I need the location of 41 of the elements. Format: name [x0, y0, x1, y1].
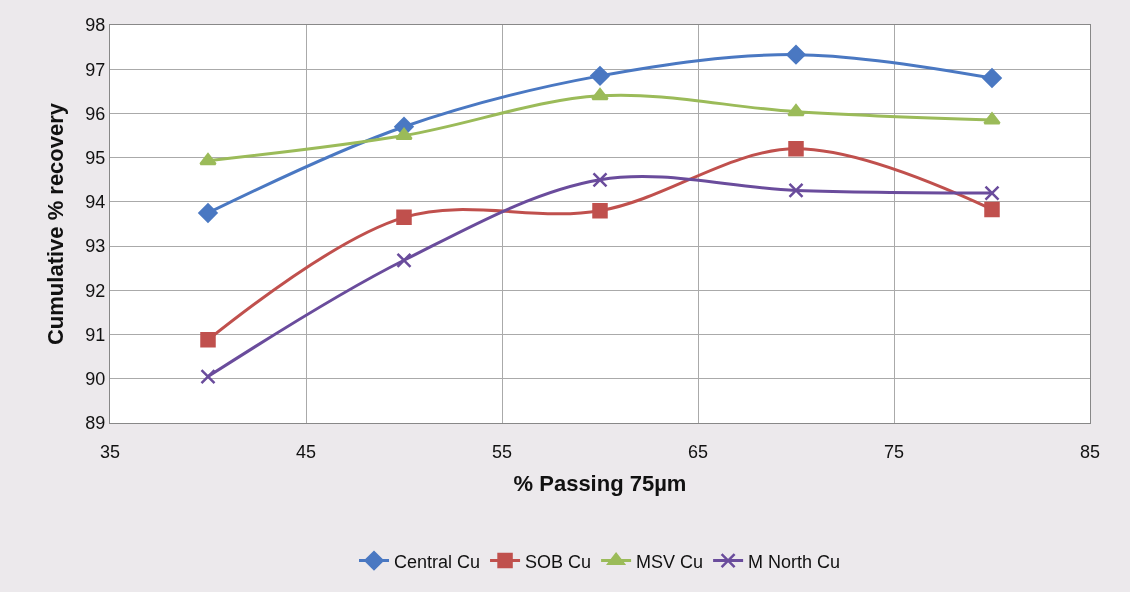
point — [592, 202, 608, 219]
y-tick-label: 90 — [85, 369, 106, 390]
y-tick-label: 95 — [85, 147, 106, 168]
point — [200, 368, 216, 385]
point — [590, 66, 610, 86]
legend-label: SOB Cu — [525, 551, 592, 572]
y-tick-label: 97 — [85, 59, 106, 80]
x-tick-label: 55 — [491, 441, 513, 462]
point — [200, 332, 216, 348]
point — [788, 141, 804, 157]
point — [787, 103, 805, 117]
point — [591, 88, 609, 101]
x-tick-label: 85 — [1079, 441, 1101, 462]
point — [198, 203, 218, 223]
y-tick-label: 98 — [85, 15, 106, 36]
point — [199, 153, 217, 166]
x-tick-label: 75 — [883, 441, 905, 462]
point — [396, 252, 412, 269]
y-tick-label: 96 — [85, 103, 106, 124]
point — [984, 201, 1000, 218]
x-axis-title: % Passing 75µm — [513, 471, 687, 497]
legend-label: M North Cu — [748, 551, 841, 572]
legend-label: MSV Cu — [636, 551, 704, 572]
point — [788, 182, 804, 199]
point — [395, 127, 413, 141]
y-tick-label: 91 — [85, 324, 106, 345]
point — [396, 209, 412, 226]
legend-label: Central Cu — [394, 551, 481, 572]
point — [982, 68, 1002, 88]
point — [984, 185, 1000, 201]
y-tick-label: 94 — [85, 192, 106, 213]
y-axis-title: Cumulative % recovery — [43, 102, 69, 346]
x-tick-label: 35 — [99, 441, 121, 462]
x-tick-label: 45 — [295, 441, 317, 462]
point — [983, 112, 1001, 125]
y-tick-label: 92 — [85, 280, 106, 301]
y-tick-label: 89 — [85, 413, 106, 434]
y-tick-label: 93 — [85, 236, 106, 257]
point — [592, 172, 608, 188]
x-tick-label: 65 — [687, 441, 709, 462]
point — [786, 44, 806, 65]
